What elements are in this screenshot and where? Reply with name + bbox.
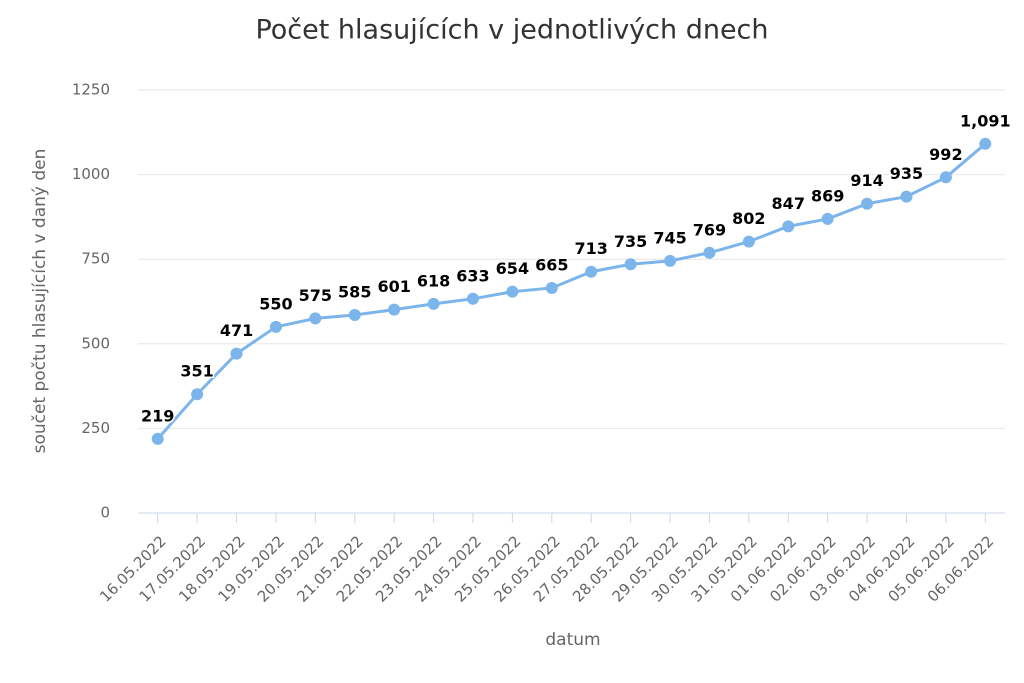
data-label: 914	[850, 171, 883, 190]
data-label: 654	[496, 259, 529, 278]
data-label: 665	[535, 255, 568, 274]
data-label: 219	[141, 406, 174, 425]
data-label: 575	[299, 286, 332, 305]
y-tick-label: 1250	[72, 81, 110, 99]
point	[269, 320, 282, 333]
data-label: 992	[929, 145, 962, 164]
point	[427, 297, 440, 310]
data-label: 618	[417, 271, 450, 290]
y-axis-title: součet počtu hlasujících v daný den	[30, 149, 50, 454]
point	[191, 388, 204, 401]
data-label: 802	[732, 209, 765, 228]
data-label: 351	[180, 362, 213, 381]
data-label: 585	[338, 283, 371, 302]
point	[742, 235, 755, 248]
data-label: 935	[890, 164, 923, 183]
point	[545, 281, 558, 294]
x-axis-title: datum	[545, 630, 600, 650]
data-label: 745	[653, 228, 686, 247]
point	[230, 347, 243, 360]
data-label: 847	[772, 194, 805, 213]
point	[624, 258, 637, 271]
data-label: 713	[575, 239, 608, 258]
point	[979, 137, 992, 150]
point	[664, 254, 677, 267]
point	[703, 246, 716, 259]
y-tick-label: 750	[81, 250, 110, 268]
data-label: 601	[377, 277, 410, 296]
point	[151, 432, 164, 445]
data-label: 550	[259, 294, 292, 313]
point	[861, 197, 874, 210]
data-label: 1,091	[960, 111, 1011, 130]
data-label: 471	[220, 321, 253, 340]
point	[585, 265, 598, 278]
point	[900, 190, 913, 203]
line	[156, 142, 987, 440]
point	[309, 312, 322, 325]
point	[821, 212, 834, 225]
data-label: 735	[614, 232, 647, 251]
point	[466, 292, 479, 305]
point	[939, 171, 952, 184]
point	[506, 285, 519, 298]
y-tick-label: 0	[100, 504, 110, 522]
point	[388, 303, 401, 316]
data-label: 769	[693, 220, 726, 239]
y-tick-label: 500	[81, 334, 110, 352]
y-tick-label: 1000	[72, 165, 110, 183]
chart-title: Počet hlasujících v jednotlivých dnech	[255, 15, 768, 46]
point	[782, 220, 795, 233]
point	[348, 309, 361, 322]
y-tick-label: 250	[81, 419, 110, 437]
data-label: 633	[456, 266, 489, 285]
data-label: 869	[811, 186, 844, 205]
